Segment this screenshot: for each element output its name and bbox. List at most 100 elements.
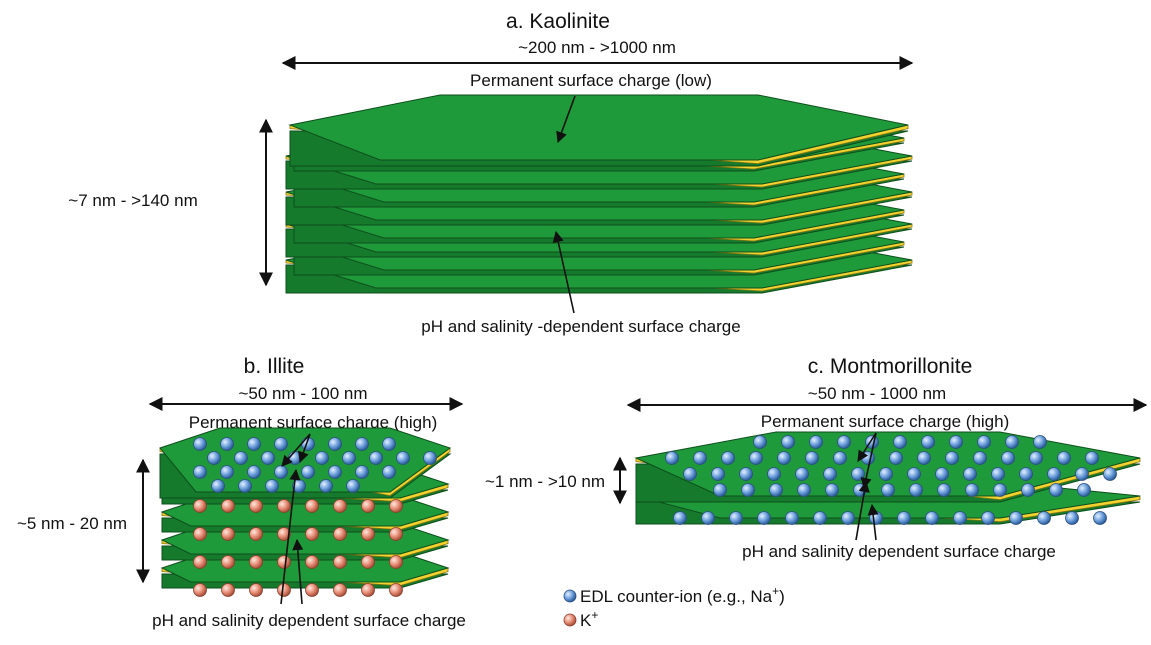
counter-ion-icon [220, 437, 234, 451]
counter-ion-icon [729, 511, 743, 525]
counter-ion-icon [193, 465, 207, 479]
counter-ion-icon [369, 451, 383, 465]
kaolinite-panel: a. Kaolinite ~200 nm - >1000 nm Permanen… [68, 10, 914, 336]
counter-ion-icon [207, 451, 221, 465]
counter-ion-icon [1057, 451, 1071, 465]
counter-ion-icon [247, 465, 261, 479]
counter-ion-icon [1065, 511, 1079, 525]
counter-ion-icon [907, 467, 921, 481]
kaolinite-width-label: ~200 nm - >1000 nm [518, 38, 676, 57]
k-ion-icon [277, 555, 291, 569]
counter-ion-icon [423, 451, 437, 465]
counter-ion-icon [833, 451, 847, 465]
legend-item-edl: EDL counter-ion (e.g., Na+) [580, 584, 785, 606]
counter-ion-icon [921, 435, 935, 449]
kaolinite-bottom-label: pH and salinity -dependent surface charg… [421, 317, 740, 336]
k-ion-icon [305, 499, 319, 513]
counter-ion-icon [781, 435, 795, 449]
k-ion-icon [221, 527, 235, 541]
counter-ion-icon [769, 483, 783, 497]
montmorillonite-width-label: ~50 nm - 1000 nm [808, 384, 946, 403]
k-ion-icon [221, 583, 235, 597]
legend-blue-ion-icon [563, 589, 577, 603]
counter-ion-icon [288, 451, 302, 465]
counter-ion-icon [247, 437, 261, 451]
k-ion-icon [249, 583, 263, 597]
legend-item-k: K+ [580, 608, 598, 630]
legend: EDL counter-ion (e.g., Na+) K+ [563, 584, 785, 630]
counter-ion-icon [355, 437, 369, 451]
kaolinite-height-label: ~7 nm - >140 nm [68, 191, 197, 210]
k-ion-icon [249, 555, 263, 569]
counter-ion-icon [869, 511, 883, 525]
counter-ion-icon [795, 467, 809, 481]
montmorillonite-height-label: ~1 nm - >10 nm [485, 472, 605, 491]
montmorillonite-title: c. Montmorillonite [808, 355, 973, 378]
counter-ion-icon [889, 451, 903, 465]
counter-ion-icon [767, 467, 781, 481]
counter-ion-icon [749, 451, 763, 465]
counter-ion-icon [893, 435, 907, 449]
counter-ion-icon [973, 451, 987, 465]
k-ion-icon [361, 527, 375, 541]
k-ion-icon [193, 527, 207, 541]
k-ion-icon [193, 583, 207, 597]
montmorillonite-bottom-label: pH and salinity dependent surface charge [742, 542, 1056, 561]
counter-ion-icon [757, 511, 771, 525]
illite-top-label: Permanent surface charge (high) [189, 413, 438, 432]
montmorillonite-top-pointer-1 [857, 432, 877, 462]
counter-ion-icon [1075, 467, 1089, 481]
counter-ion-icon [220, 465, 234, 479]
counter-ion-icon [879, 467, 893, 481]
counter-ion-icon [991, 467, 1005, 481]
k-ion-icon [193, 499, 207, 513]
counter-ion-icon [238, 479, 252, 493]
counter-ion-icon [741, 483, 755, 497]
counter-ion-icon [925, 511, 939, 525]
k-ion-icon [249, 527, 263, 541]
counter-ion-icon [777, 451, 791, 465]
k-ion-icon [333, 499, 347, 513]
counter-ion-icon [319, 479, 333, 493]
counter-ion-icon [739, 467, 753, 481]
counter-ion-icon [265, 479, 279, 493]
counter-ion-icon [315, 451, 329, 465]
k-ion-icon [277, 583, 291, 597]
montmorillonite-top-label: Permanent surface charge (high) [761, 412, 1010, 431]
counter-ion-icon [301, 465, 315, 479]
illite-width-label: ~50 nm - 100 nm [239, 384, 368, 403]
counter-ion-icon [981, 511, 995, 525]
counter-ion-icon [711, 467, 725, 481]
counter-ion-icon [953, 511, 967, 525]
counter-ion-icon [1001, 451, 1015, 465]
counter-ion-icon [797, 483, 811, 497]
counter-ion-icon [701, 511, 715, 525]
kaolinite-sheet-stack [285, 94, 913, 294]
illite-sheet-stack [159, 427, 452, 597]
k-ion-icon [305, 555, 319, 569]
counter-ion-icon [1049, 483, 1063, 497]
counter-ion-icon [665, 451, 679, 465]
counter-ion-icon [693, 451, 707, 465]
kaolinite-bottom-pointer [552, 230, 575, 314]
counter-ion-icon [342, 451, 356, 465]
k-ion-icon [361, 555, 375, 569]
counter-ion-icon [917, 451, 931, 465]
counter-ion-icon [945, 451, 959, 465]
counter-ion-icon [193, 437, 207, 451]
counter-ion-icon [965, 483, 979, 497]
counter-ion-icon [721, 451, 735, 465]
counter-ion-icon [753, 435, 767, 449]
montmorillonite-sheet-stack [634, 431, 1141, 525]
k-ion-icon [333, 555, 347, 569]
k-ion-icon [221, 499, 235, 513]
illite-top-sheet [159, 427, 452, 499]
counter-ion-icon [1037, 511, 1051, 525]
montmorillonite-bottom-pointer-1 [855, 480, 870, 541]
illite-top-pointer-2 [298, 433, 311, 464]
counter-ion-icon [346, 479, 360, 493]
counter-ion-icon [837, 435, 851, 449]
k-ion-icon [193, 555, 207, 569]
counter-ion-icon [274, 465, 288, 479]
counter-ion-icon [949, 435, 963, 449]
